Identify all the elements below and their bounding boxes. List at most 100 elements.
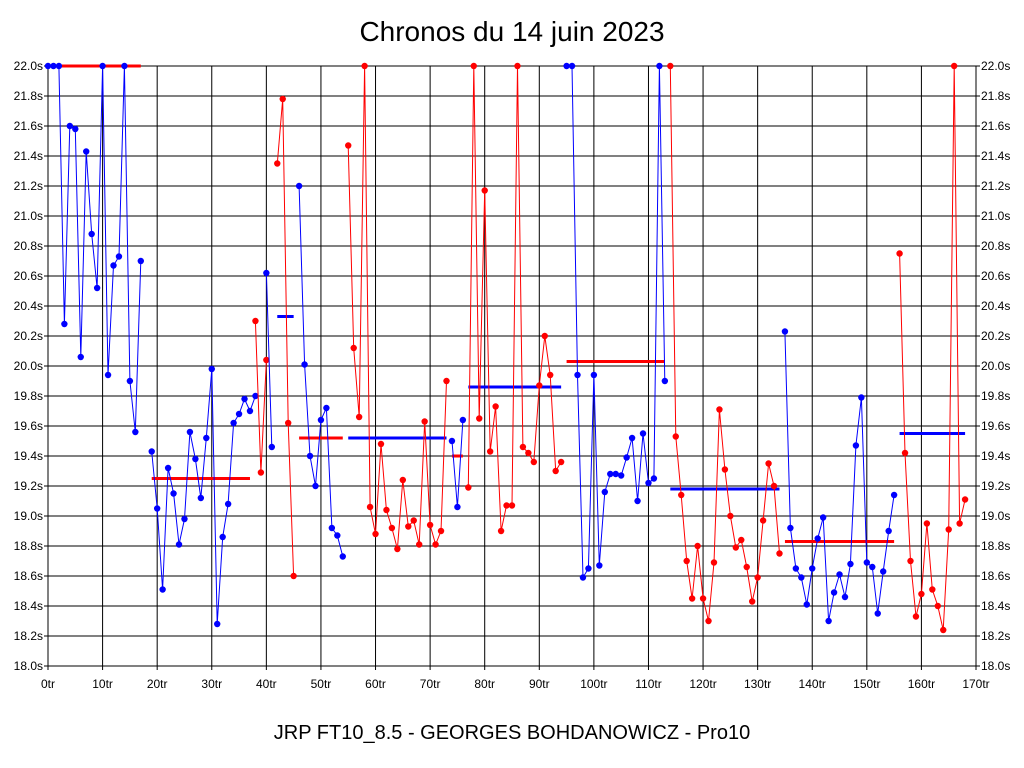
data-point [961, 496, 969, 503]
data-point [317, 416, 325, 424]
x-tick-label: 0tr [41, 677, 55, 691]
data-point [661, 377, 669, 385]
data-point [88, 230, 95, 238]
series-stint-4 [263, 269, 276, 451]
data-point [388, 524, 396, 532]
series-stint-9 [465, 62, 565, 535]
y-tick-label-right: 19.6s [981, 419, 1010, 433]
y-tick-label-right: 19.0s [981, 509, 1010, 523]
y-tick-label-right: 19.4s [981, 449, 1010, 463]
series-stint-1 [44, 62, 144, 436]
data-point [525, 449, 532, 457]
data-point [798, 574, 805, 581]
y-tick-label-right: 18.8s [981, 539, 1010, 553]
data-point [934, 602, 941, 610]
data-point [940, 626, 947, 634]
data-point [137, 257, 144, 265]
y-tick-label: 19.4s [14, 449, 43, 463]
data-point [945, 526, 952, 533]
data-point [252, 317, 259, 325]
x-tick-label: 120tr [689, 677, 716, 691]
data-point [497, 527, 505, 535]
data-point [230, 419, 237, 427]
data-point [721, 466, 729, 473]
data-point [203, 434, 210, 442]
data-point [219, 533, 226, 541]
y-tick-label-right: 18.6s [981, 569, 1010, 583]
data-point [770, 482, 778, 490]
y-tick-label-right: 21.0s [981, 209, 1010, 223]
data-point [110, 262, 117, 269]
y-tick-label: 21.8s [14, 89, 43, 103]
data-point [345, 142, 352, 149]
data-point [776, 550, 783, 557]
data-point [252, 392, 259, 400]
data-point [552, 467, 559, 475]
data-point [748, 598, 756, 605]
data-point [585, 565, 592, 572]
data-point [590, 371, 598, 379]
y-tick-label: 18.2s [14, 629, 43, 643]
y-tick-label-right: 18.2s [981, 629, 1010, 643]
data-point [355, 413, 363, 421]
data-point [732, 544, 740, 551]
data-point [530, 458, 538, 466]
data-point [72, 125, 79, 133]
data-point [350, 344, 357, 352]
data-point [705, 617, 712, 625]
x-axis: 0tr 10tr 20tr 30tr 40tr 50tr 60tr 70tr 80tr 90tr 1… [41, 677, 990, 691]
data-point [148, 448, 155, 455]
data-point [885, 527, 892, 535]
data-point [437, 527, 445, 535]
y-tick-label: 20.4s [14, 299, 43, 313]
data-point [334, 532, 341, 539]
data-point [759, 517, 767, 524]
data-point [399, 476, 407, 484]
series-stint-2 [148, 365, 259, 628]
data-point [274, 160, 281, 167]
x-tick-label: 110tr [635, 677, 661, 691]
data-point [405, 523, 412, 530]
x-tick-label: 50tr [311, 677, 332, 691]
series-stint-3 [252, 317, 270, 476]
data-point [175, 541, 183, 548]
chart-footer: JRP FT10_8.5 - GEORGES BOHDANOWICZ - Pro… [273, 722, 751, 744]
x-tick-label: 130tr [744, 677, 771, 691]
y-tick-label-right: 20.8s [981, 239, 1010, 253]
data-point [126, 377, 134, 385]
series-stint-13 [896, 62, 969, 634]
data-point [956, 520, 963, 527]
data-point [301, 361, 308, 368]
series-line [276, 98, 295, 577]
data-point [563, 62, 570, 70]
data-point [443, 377, 450, 385]
data-point [416, 541, 423, 548]
x-tick-label: 90tr [529, 677, 550, 691]
data-point [372, 530, 379, 538]
y-tick-label: 21.0s [14, 209, 43, 223]
chart-title: Chronos du 14 juin 2023 [359, 16, 665, 47]
data-point [268, 443, 276, 451]
data-point [454, 503, 461, 511]
x-tick-label: 40tr [256, 677, 277, 691]
data-point [492, 403, 499, 410]
data-point [214, 620, 221, 628]
data-point [241, 395, 248, 403]
data-point [710, 559, 718, 566]
data-point [650, 475, 658, 482]
data-point [568, 62, 576, 70]
data-point [197, 494, 205, 502]
y-tick-label-right: 21.4s [981, 149, 1010, 163]
data-point [852, 442, 860, 449]
data-point [645, 479, 652, 487]
y-tick-label: 20.6s [14, 269, 43, 283]
data-point [328, 524, 336, 532]
x-tick-label: 80tr [474, 677, 495, 691]
data-point [688, 595, 696, 602]
data-point [159, 586, 166, 593]
data-point [923, 520, 931, 527]
data-point [612, 470, 619, 478]
data-point [470, 62, 477, 70]
data-point [514, 62, 521, 70]
